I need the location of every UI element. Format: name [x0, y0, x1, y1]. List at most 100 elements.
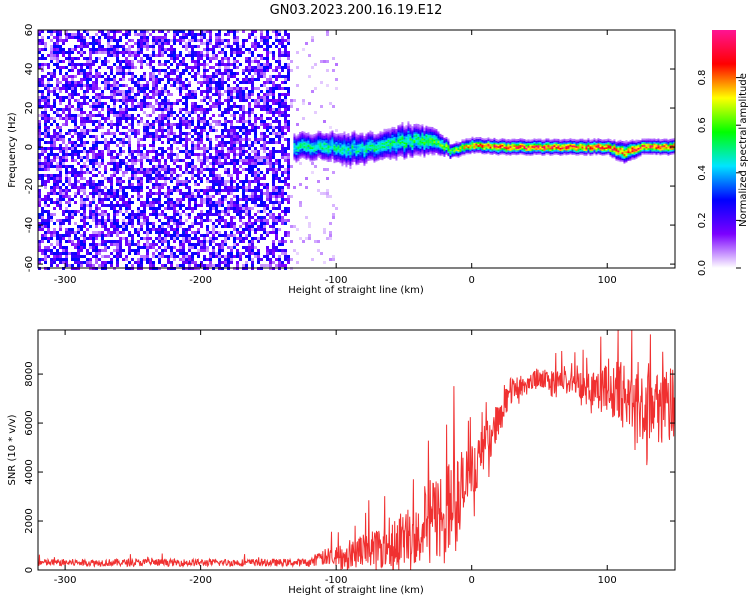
- spectrogram-cell: [185, 102, 188, 105]
- spectrogram-cell: [245, 189, 248, 192]
- spectrogram-cell: [251, 144, 254, 147]
- spectrogram-cell: [140, 33, 143, 36]
- spectrogram-cell: [140, 30, 143, 33]
- spectrogram-cell: [233, 75, 236, 78]
- spectrogram-cell: [104, 132, 107, 135]
- spectrogram-cell: [41, 150, 44, 153]
- spectrogram-cell: [155, 108, 158, 111]
- spectrogram-cell: [146, 231, 149, 234]
- spectrogram-cell: [173, 252, 176, 255]
- spectrogram-cell: [200, 216, 203, 219]
- spectrogram-cell: [230, 219, 233, 222]
- spectrogram-cell: [38, 168, 41, 171]
- spectrogram-cell: [113, 249, 116, 252]
- spectrogram-cell: [101, 108, 104, 111]
- spectrogram-cell: [179, 108, 182, 111]
- spectrogram-cell: [284, 117, 287, 120]
- spectrogram-ridge-cell: [341, 137, 344, 140]
- spectrogram-cell: [266, 234, 269, 237]
- spectrogram-cell: [53, 42, 56, 45]
- spectrogram-cell: [197, 120, 200, 123]
- spectrogram-ridge-cell: [349, 137, 352, 140]
- spectrogram-cell: [116, 192, 119, 195]
- spectrogram-cell: [89, 42, 92, 45]
- spectrogram-ridge-cell: [321, 144, 324, 147]
- spectrogram-ridge-cell: [335, 149, 338, 152]
- spectrogram-cell: [266, 126, 269, 129]
- spectrogram-cell: [119, 162, 122, 165]
- spectrogram-cell: [53, 258, 56, 261]
- spectrogram-ridge-cell: [349, 152, 352, 155]
- spectrogram-cell: [152, 78, 155, 81]
- spectrogram-cell: [191, 171, 194, 174]
- spectrogram-cell: [77, 246, 80, 249]
- spectrogram-cell: [287, 108, 290, 111]
- spectrogram-cell: [131, 87, 134, 90]
- spectrogram-cell: [182, 150, 185, 153]
- spectrogram-ridge-cell: [327, 133, 330, 136]
- spectrogram-cell: [248, 123, 251, 126]
- spectrogram-cell: [137, 39, 140, 42]
- spectrogram-cell: [287, 195, 290, 198]
- spectrogram-cell: [131, 60, 134, 63]
- spectrogram-cell: [101, 30, 104, 33]
- spectrogram-cell: [236, 228, 239, 231]
- spectrogram-cell: [263, 156, 266, 159]
- spectrogram-cell: [113, 96, 116, 99]
- spectrogram-ridge-cell: [345, 151, 348, 154]
- spectrogram-cell: [308, 237, 311, 240]
- spectrogram-cell: [140, 177, 143, 180]
- spectrogram-cell: [125, 201, 128, 204]
- spectrogram-cell: [92, 120, 95, 123]
- spectrogram-cell: [101, 237, 104, 240]
- spectrogram-cell: [47, 192, 50, 195]
- spectrogram-cell: [188, 228, 191, 231]
- spectrogram-cell: [245, 150, 248, 153]
- spectrogram-cell: [269, 93, 272, 96]
- spectrogram-cell: [137, 183, 140, 186]
- spectrogram-cell: [125, 258, 128, 261]
- spectrogram-cell: [266, 78, 269, 81]
- spectrogram-cell: [176, 159, 179, 162]
- spectrogram-cell: [164, 159, 167, 162]
- spectrogram-cell: [50, 174, 53, 177]
- spectrogram-cell: [233, 147, 236, 150]
- spectrogram-ridge-cell: [339, 159, 342, 162]
- spectrogram-cell: [236, 54, 239, 57]
- spectrogram-cell: [56, 219, 59, 222]
- spectrogram-cell: [143, 87, 146, 90]
- spectrogram-cell: [248, 213, 251, 216]
- spectrogram-cell: [284, 132, 287, 135]
- spectrogram-cell: [263, 84, 266, 87]
- spectrogram-cell: [38, 135, 41, 138]
- spectrogram-cell: [101, 243, 104, 246]
- spectrogram-ridge-cell: [313, 134, 316, 137]
- spectrogram-cell: [95, 252, 98, 255]
- spectrogram-ridge-cell: [303, 137, 306, 140]
- spectrogram-cell: [155, 228, 158, 231]
- spectrogram-ridge-cell: [321, 155, 324, 158]
- spectrogram-ridge-cell: [307, 135, 310, 138]
- spectrogram-cell: [104, 264, 107, 267]
- spectrogram-cell: [272, 228, 275, 231]
- spectrogram-cell: [50, 150, 53, 153]
- spectrogram-cell: [56, 249, 59, 252]
- spectrogram-cell: [305, 186, 308, 189]
- spectrogram-cell: [260, 258, 263, 261]
- spectrogram-cell: [161, 114, 164, 117]
- spectrogram-cell: [182, 210, 185, 213]
- spectrogram-cell: [173, 216, 176, 219]
- spectrogram-cell: [41, 210, 44, 213]
- spectrogram-cell: [125, 240, 128, 243]
- spectrogram-cell: [161, 243, 164, 246]
- spectrogram-cell: [56, 108, 59, 111]
- spectrogram-cell: [221, 63, 224, 66]
- spectrogram-cell: [218, 177, 221, 180]
- spectrogram-cell: [143, 255, 146, 258]
- spectrogram-cell: [257, 162, 260, 165]
- spectrogram-cell: [176, 201, 179, 204]
- spectrogram-cell: [179, 75, 182, 78]
- spectrogram-cell: [230, 75, 233, 78]
- spectrogram-cell: [104, 117, 107, 120]
- spectrogram-cell: [68, 132, 71, 135]
